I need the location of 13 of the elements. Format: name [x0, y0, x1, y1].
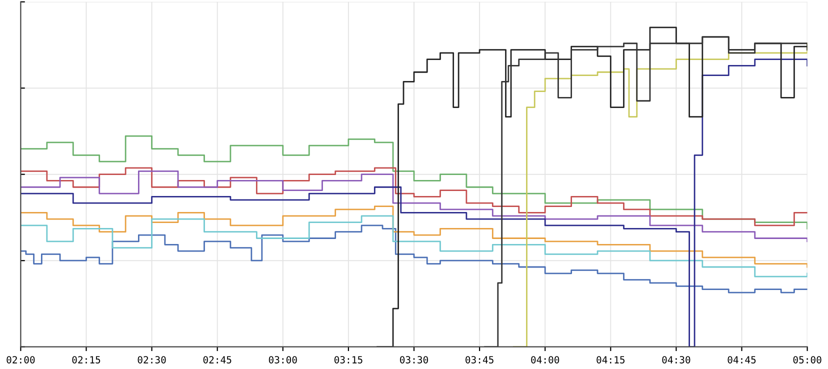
x-tick-label: 04:15 [596, 356, 625, 364]
x-tick-label: 02:45 [203, 356, 232, 364]
x-tick-label: 03:45 [466, 356, 494, 364]
x-tick-label: 05:00 [793, 356, 822, 364]
x-tick-label: 03:15 [334, 356, 362, 364]
x-tick-label: 02:00 [6, 356, 35, 364]
x-tick-label: 04:30 [662, 356, 690, 364]
x-tick-label: 04:45 [728, 356, 756, 364]
x-tick-label: 02:30 [138, 356, 166, 364]
x-tick-label: 03:00 [268, 356, 297, 364]
x-tick-label: 02:15 [72, 356, 100, 364]
x-tick-label: 03:30 [400, 356, 428, 364]
x-tick-label: 04:00 [531, 356, 560, 364]
